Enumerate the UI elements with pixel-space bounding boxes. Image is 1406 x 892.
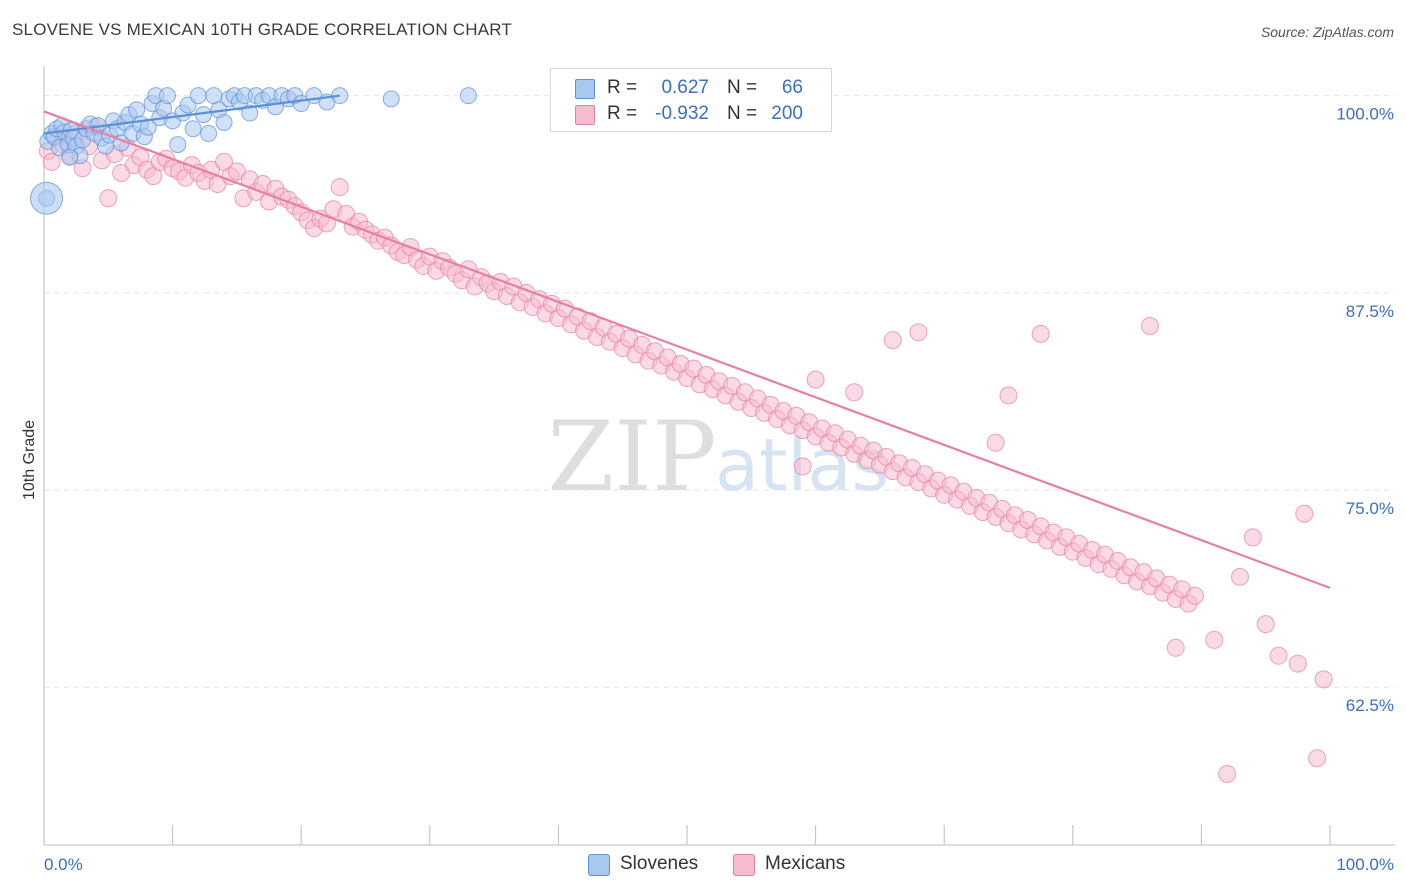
y-tick-label: 75.0% (1346, 499, 1394, 518)
mexicans-points (38, 118, 1333, 784)
r-value: -0.932 (655, 103, 709, 124)
mexicans-point (999, 386, 1018, 405)
y-tick-label: 87.5% (1346, 302, 1394, 321)
slovenes-point (184, 120, 202, 138)
y-tick-label: 62.5% (1346, 696, 1394, 715)
mexicans-trend-line (43, 110, 1331, 589)
slovenes-point (241, 104, 259, 122)
mexicans-point (1243, 528, 1262, 547)
slovenes-point (382, 90, 400, 108)
stats-swatch-slovenes (575, 79, 595, 99)
legend-swatch-slovenes (588, 854, 610, 876)
legend-label: Mexicans (765, 853, 846, 874)
mexicans-point (909, 323, 928, 342)
mexicans-point (1269, 646, 1288, 665)
stats-box: R = 0.627 N = 66 R = -0.932 N = 200 (550, 68, 832, 132)
mexicans-point (330, 178, 349, 197)
legend-swatch-mexicans (733, 854, 755, 876)
y-tick-label: 100.0% (1336, 105, 1394, 124)
mexicans-point (1256, 615, 1275, 634)
mexicans-point (1308, 749, 1327, 768)
n-value: 200 (771, 103, 803, 124)
slovenes-point (200, 125, 218, 143)
chart-title: SLOVENE VS MEXICAN 10TH GRADE CORRELATIO… (12, 20, 512, 39)
y-axis-label: 10th Grade (21, 420, 38, 500)
n-label: N = (727, 103, 758, 124)
stats-swatch-mexicans (575, 105, 595, 125)
mexicans-point (1031, 324, 1050, 343)
slovenes-point (128, 101, 146, 119)
mexicans-point (227, 162, 246, 181)
r-value: 0.627 (661, 77, 709, 98)
mexicans-point (1288, 654, 1307, 673)
mexicans-point (883, 331, 902, 350)
x-tick-label: 100.0% (1336, 855, 1394, 874)
slovenes-point (459, 87, 477, 105)
mexicans-point (1185, 586, 1204, 605)
slovenes-point (169, 136, 187, 154)
slovenes-point (158, 87, 176, 105)
mexicans-point (99, 189, 118, 208)
mexicans-point (986, 433, 1005, 452)
mexicans-point (793, 457, 812, 476)
mexicans-point (1218, 765, 1237, 784)
mexicans-point (112, 163, 131, 182)
mexicans-point (1314, 670, 1333, 689)
r-label: R = (607, 77, 638, 98)
mexicans-point (42, 152, 61, 171)
slovenes-point (61, 148, 79, 166)
trend-lines (43, 94, 1331, 589)
mexicans-point (1205, 630, 1224, 649)
mexicans-point (1166, 638, 1185, 657)
x-tick-label: 0.0% (44, 855, 83, 874)
mexicans-point (1230, 567, 1249, 586)
source-note: Source: ZipAtlas.com (1260, 24, 1394, 40)
slovenes-point-large (30, 181, 64, 215)
legend-label: Slovenes (620, 853, 699, 874)
slovenes-point (215, 113, 233, 131)
mexicans-point (845, 383, 864, 402)
r-label: R = (607, 103, 638, 124)
legend: Slovenes Mexicans (0, 852, 1406, 878)
mexicans-point (806, 370, 825, 389)
stats-row-mexicans: R = -0.932 N = 200 (551, 100, 831, 126)
watermark-zip: ZIP (547, 401, 716, 513)
mexicans-point (1295, 504, 1314, 523)
n-value: 66 (781, 77, 803, 98)
n-label: N = (727, 77, 758, 98)
slovenes-point (205, 87, 223, 105)
stats-row-slovenes: R = 0.627 N = 66 (551, 74, 831, 100)
mexicans-point (1140, 316, 1159, 335)
slovenes-trend-line (43, 94, 340, 135)
slovenes-point (189, 87, 207, 105)
tick-labels: 62.5% 75.0% 87.5% 100.0% 0.0% 100.0% (44, 105, 1394, 874)
